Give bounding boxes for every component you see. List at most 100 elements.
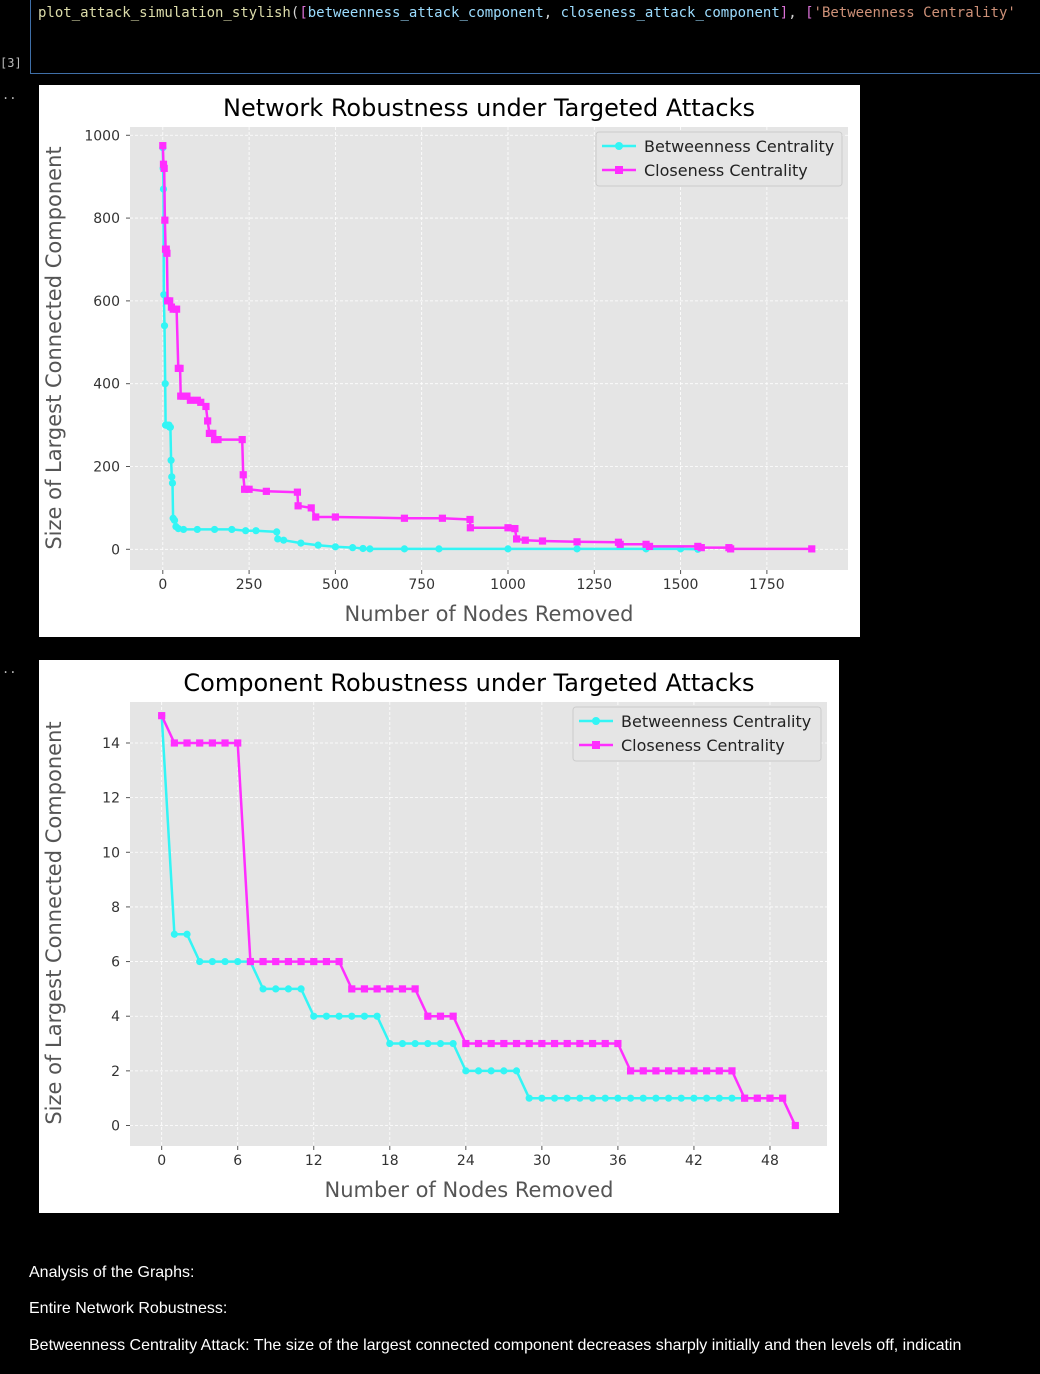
x-tick-label: 750 — [408, 577, 435, 593]
data-point — [272, 957, 280, 966]
network-robustness-chart: 0 250 500 750 1000 1250 1500 1750 0 200 400 600 800 1… — [42, 94, 848, 626]
y-tick-label: 12 — [102, 791, 120, 807]
data-point — [297, 957, 305, 966]
data-point — [424, 1012, 432, 1020]
data-point — [588, 1039, 597, 1048]
data-point — [259, 957, 267, 966]
data-point — [639, 1094, 647, 1102]
legend-label: Betweenness Centrality — [621, 712, 811, 731]
data-point — [398, 985, 407, 993]
data-point — [563, 1039, 571, 1048]
data-point — [183, 392, 191, 400]
code-token: ( — [290, 5, 300, 21]
x-tick-label: 18 — [381, 1153, 399, 1169]
data-point — [512, 1039, 521, 1048]
code-token: , — [543, 5, 561, 21]
data-point — [614, 1039, 622, 1048]
data-point — [449, 1012, 457, 1020]
data-point — [626, 1067, 635, 1075]
data-point — [715, 1094, 723, 1102]
x-axis-label: Number of Nodes Removed — [345, 602, 634, 626]
x-tick-label: 48 — [761, 1153, 779, 1169]
data-point — [162, 245, 170, 253]
data-point — [208, 957, 216, 966]
y-tick-label: 200 — [93, 459, 120, 475]
data-point — [614, 1094, 622, 1102]
data-point — [360, 1012, 369, 1020]
chart-title: Component Robustness under Targeted Atta… — [183, 669, 754, 697]
data-point — [335, 957, 343, 966]
code-cell[interactable] — [30, 0, 1040, 74]
data-point — [466, 524, 474, 532]
legend-box — [572, 706, 822, 762]
data-point — [209, 429, 217, 437]
data-point — [435, 545, 443, 553]
data-point — [639, 1067, 647, 1075]
data-point — [234, 957, 242, 966]
data-point — [158, 712, 166, 720]
data-point — [728, 1067, 736, 1075]
data-point — [210, 525, 219, 534]
y-axis-label: Size of Largest Connected Component — [42, 721, 66, 1124]
legend-marker — [592, 741, 600, 749]
data-point — [525, 1039, 533, 1048]
code-token: plot_attack_simulation_stylish — [38, 5, 291, 21]
code-token: ] — [779, 5, 789, 21]
data-point — [173, 305, 181, 313]
data-point — [386, 1039, 394, 1048]
data-point — [170, 739, 178, 747]
data-point — [690, 1094, 698, 1102]
data-point — [511, 524, 519, 533]
network-robustness-figure: 0 250 500 750 1000 1250 1500 1750 0 200 400 600 800 1… — [39, 85, 860, 637]
data-point — [322, 957, 331, 966]
data-point — [576, 1039, 584, 1048]
data-point — [193, 525, 201, 534]
legend-box — [595, 131, 843, 187]
x-tick-label: 1500 — [663, 577, 699, 593]
y-tick-label: 0 — [111, 542, 120, 558]
plot-area — [130, 127, 848, 570]
data-point — [204, 417, 212, 425]
data-point — [538, 1094, 546, 1102]
data-point — [601, 1039, 609, 1048]
data-point — [196, 957, 204, 966]
legend-label: Closeness Centrality — [621, 736, 785, 755]
data-point — [400, 514, 409, 522]
execution-count: [3] — [0, 56, 22, 70]
data-point — [196, 739, 204, 747]
code-line[interactable]: plot_attack_simulation_stylish([betweenn… — [38, 5, 1016, 21]
data-point — [474, 1039, 483, 1048]
data-point — [179, 525, 188, 534]
data-point — [500, 1067, 508, 1075]
x-tick-label: 250 — [236, 577, 263, 593]
data-point — [259, 985, 267, 993]
data-point — [525, 1094, 533, 1102]
data-point — [246, 957, 254, 966]
data-point — [500, 1039, 508, 1048]
data-point — [284, 985, 293, 993]
data-point — [626, 1094, 635, 1102]
data-point — [411, 1039, 419, 1048]
data-point — [170, 930, 178, 938]
data-point — [272, 985, 280, 993]
data-point — [273, 528, 281, 536]
data-point — [512, 1067, 521, 1075]
data-point — [588, 1094, 597, 1102]
plot-area — [130, 702, 827, 1146]
data-point — [386, 985, 394, 993]
data-point — [166, 423, 174, 431]
data-point — [652, 1067, 660, 1075]
data-point — [563, 1094, 571, 1102]
data-point — [160, 322, 169, 330]
data-point — [348, 985, 356, 993]
data-point — [245, 485, 253, 493]
data-point — [664, 1067, 673, 1075]
data-point — [197, 398, 205, 406]
data-point — [159, 160, 168, 168]
data-point — [183, 930, 191, 938]
data-point — [294, 502, 302, 510]
analysis-paragraph: Betweenness Centrality Attack: The size … — [29, 1337, 962, 1354]
data-point — [538, 537, 547, 545]
x-tick-label: 42 — [685, 1153, 703, 1169]
